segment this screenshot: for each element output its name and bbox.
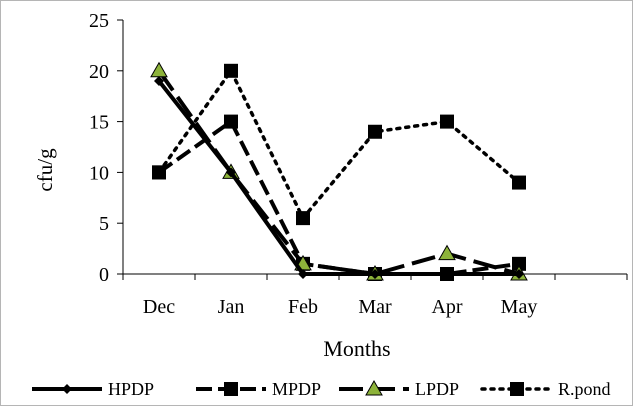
data-point: [512, 256, 526, 271]
x-tick-label: Feb: [288, 296, 318, 318]
legend-marker: [365, 379, 383, 396]
series-hpdp: [154, 75, 524, 279]
legend-label: LPDP: [415, 379, 459, 399]
legend-marker: [62, 384, 72, 394]
legend-marker: [510, 382, 524, 396]
legend-label: R.pond: [558, 379, 611, 399]
x-tick-label: Dec: [143, 296, 175, 318]
y-tick-label: 25: [89, 10, 109, 32]
y-tick-label: 5: [99, 213, 109, 235]
x-tick-label: Mar: [358, 296, 392, 318]
y-axis-label: cfu/g: [33, 148, 57, 192]
data-point: [154, 75, 164, 86]
y-tick-label: 20: [89, 61, 109, 83]
x-ticks: Dec Jan Feb Mar Apr May: [122, 274, 628, 318]
data-point: [152, 165, 166, 180]
data-point: [440, 114, 454, 129]
y-tick-label: 15: [89, 112, 109, 134]
legend-label: MPDP: [272, 379, 321, 399]
legend-item: R.pond: [480, 379, 611, 399]
x-tick-label: Jan: [218, 296, 245, 318]
data-point: [514, 269, 524, 279]
y-tick-label: 0: [99, 264, 109, 286]
series-layer: [150, 61, 528, 281]
data-point: [226, 167, 236, 178]
axes: [122, 20, 627, 275]
legend: HPDP MPDP LPDP R.pond: [32, 379, 611, 399]
series-line: [157, 79, 519, 276]
y-tick-label: 10: [89, 162, 109, 184]
data-point: [512, 175, 526, 190]
x-tick-label: May: [501, 296, 538, 318]
data-point: [224, 63, 238, 78]
legend-marker: [224, 382, 238, 396]
legend-item: MPDP: [196, 379, 321, 399]
data-point: [296, 211, 310, 226]
series-line: [157, 69, 520, 276]
legend-item: LPDP: [339, 379, 459, 399]
data-point: [368, 124, 382, 139]
y-ticks: 0 5 10 15 20 25: [89, 10, 123, 286]
data-point: [442, 269, 452, 279]
series-lpdp: [150, 61, 528, 281]
data-point: [438, 244, 456, 261]
data-point: [370, 269, 380, 279]
legend-label: HPDP: [108, 379, 154, 399]
x-tick-label: Apr: [431, 296, 462, 318]
legend-item: HPDP: [32, 379, 154, 399]
data-point: [150, 61, 168, 78]
series-line: [157, 69, 521, 220]
data-point: [298, 269, 308, 279]
data-point: [224, 114, 238, 129]
x-axis-label: Months: [323, 336, 390, 361]
series-line: [157, 119, 520, 276]
